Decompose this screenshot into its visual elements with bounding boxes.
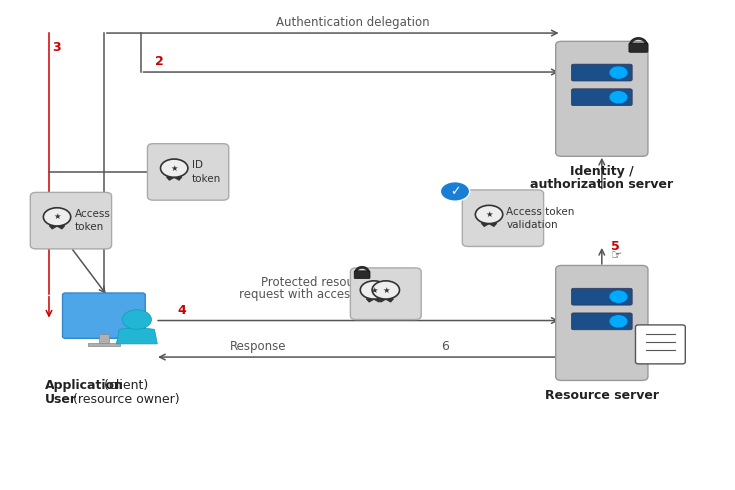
Polygon shape [167,169,182,180]
Text: ★: ★ [54,212,61,221]
Text: 5: 5 [611,240,620,253]
FancyBboxPatch shape [556,266,648,380]
Circle shape [360,281,387,299]
Text: ID
token: ID token [192,160,220,184]
Bar [87,343,120,346]
Text: ★: ★ [370,286,378,294]
Text: User: User [46,392,77,406]
Text: Authentication delegation: Authentication delegation [276,16,430,29]
Text: 2: 2 [155,55,164,68]
FancyBboxPatch shape [30,193,112,249]
Circle shape [610,67,627,78]
FancyBboxPatch shape [354,271,370,279]
Text: ★: ★ [382,286,390,294]
FancyBboxPatch shape [148,144,229,200]
Circle shape [122,310,151,329]
Circle shape [372,281,400,299]
Bar [98,334,109,345]
Text: 6: 6 [441,340,448,353]
Circle shape [160,159,188,177]
Circle shape [440,182,470,201]
Text: 4: 4 [177,304,186,317]
Polygon shape [482,215,496,226]
Text: 3: 3 [53,41,61,54]
Text: 1: 1 [33,239,42,251]
Polygon shape [379,291,393,302]
Text: ★: ★ [485,210,492,219]
Circle shape [610,92,627,103]
Text: Application: Application [46,379,124,392]
FancyBboxPatch shape [351,268,421,319]
FancyBboxPatch shape [571,288,632,305]
Polygon shape [367,291,381,302]
FancyBboxPatch shape [556,41,648,156]
Circle shape [610,316,627,327]
Text: (resource owner): (resource owner) [70,392,180,406]
Text: Identity /: Identity / [570,165,634,177]
Polygon shape [116,327,157,344]
Text: Resource server: Resource server [545,389,659,402]
Text: Response: Response [229,340,286,353]
Text: (client): (client) [100,379,148,392]
Text: Access token
validation: Access token validation [506,207,575,230]
Polygon shape [50,218,64,229]
Text: request with access token: request with access token [239,288,393,301]
FancyBboxPatch shape [571,64,632,81]
FancyBboxPatch shape [462,190,544,246]
Text: ✓: ✓ [450,185,460,198]
FancyBboxPatch shape [571,313,632,330]
Text: ☞: ☞ [611,249,622,263]
Circle shape [43,208,71,226]
FancyBboxPatch shape [636,325,685,364]
Text: authorization server: authorization server [530,178,673,191]
Text: Access
token: Access token [74,209,110,232]
Circle shape [610,291,627,302]
Circle shape [476,205,503,223]
FancyBboxPatch shape [571,89,632,106]
FancyBboxPatch shape [629,43,648,52]
FancyBboxPatch shape [62,293,146,338]
Text: Protected resource: Protected resource [260,276,372,289]
Text: ★: ★ [171,164,178,172]
